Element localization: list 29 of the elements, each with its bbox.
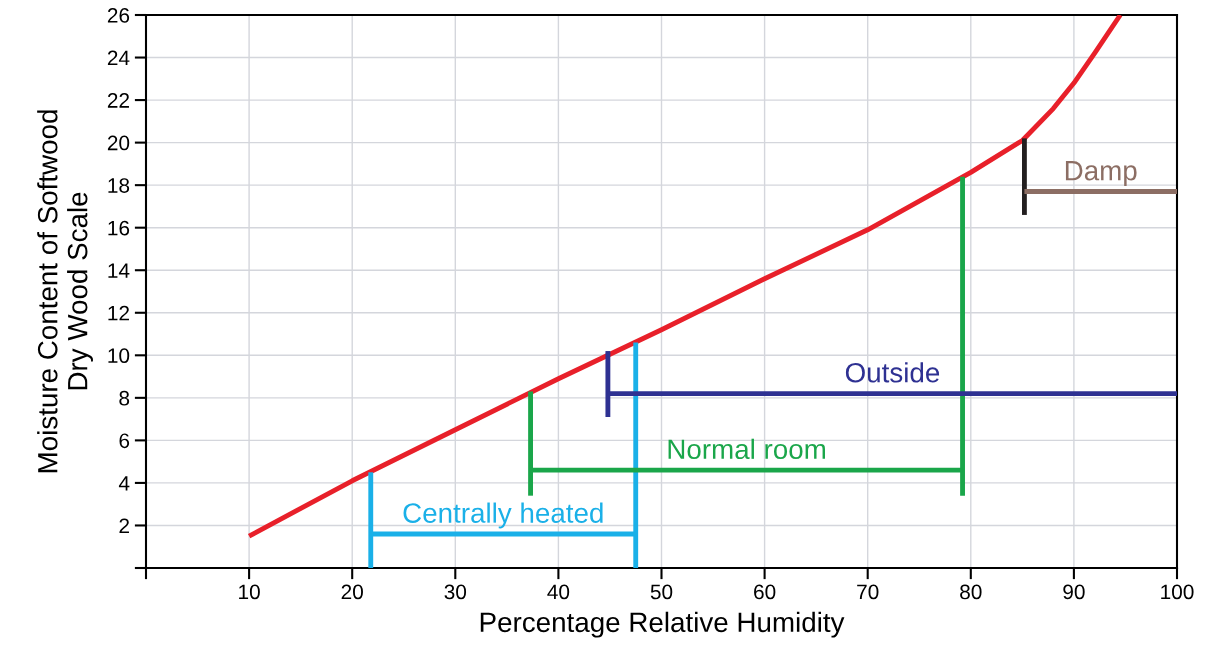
y-tick-label: 6	[119, 433, 130, 449]
x-tick-label: 80	[960, 584, 982, 600]
y-tick-label: 10	[108, 348, 130, 364]
x-tick-label: 50	[650, 584, 673, 600]
x-tick-label: 60	[754, 584, 776, 600]
x-tick-label: 40	[547, 584, 570, 600]
y-axis-title: Moisture Content of Softwood Dry Wood Scale	[37, 110, 93, 473]
series-label: Normal room	[668, 438, 825, 460]
y-tick-label: 18	[108, 178, 130, 193]
series-label: Centrally heated	[403, 502, 603, 529]
y-tick-label: 20	[107, 135, 130, 151]
y-tick-label: 12	[108, 305, 129, 321]
y-tick-label: 8	[119, 390, 130, 406]
y-tick-label: 2	[119, 518, 129, 534]
x-tick-label: 20	[341, 584, 363, 600]
x-tick-label: 70	[857, 584, 879, 600]
y-tick-label: 26	[107, 8, 130, 23]
series-label: Damp	[1065, 161, 1137, 186]
y-tick-label: 22	[107, 93, 129, 108]
y-tick-label: 14	[108, 263, 130, 278]
y-tick-label: 16	[108, 220, 130, 236]
x-tick-label: 100	[1161, 584, 1194, 600]
x-tick-label: 90	[1063, 584, 1085, 600]
x-axis-title: Percentage Relative Humidity	[480, 611, 845, 638]
y-tick-label: 24	[107, 50, 130, 66]
x-tick-label: 10	[239, 584, 260, 600]
x-tick-label: 30	[444, 584, 467, 600]
y-tick-label: 4	[118, 476, 130, 491]
series-label: Outside	[845, 362, 940, 383]
